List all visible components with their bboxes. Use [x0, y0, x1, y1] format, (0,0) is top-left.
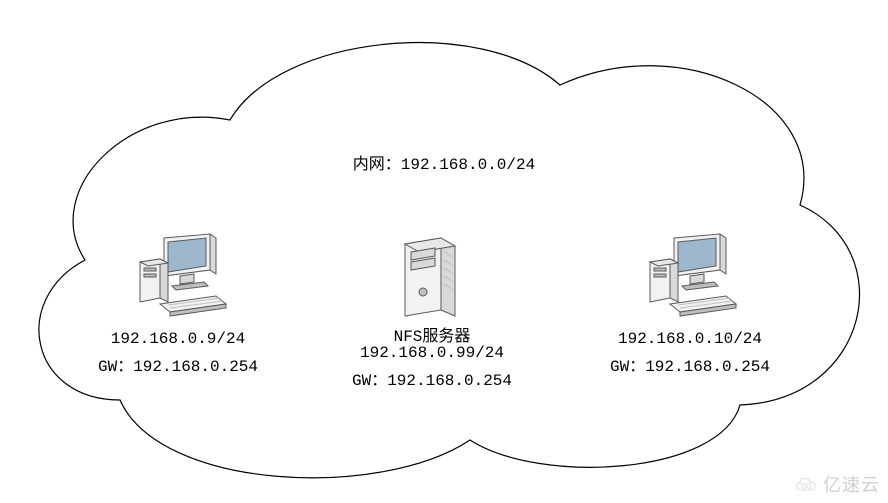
client-right-ip: 192.168.0.10/24 — [618, 330, 762, 348]
server-title: NFS服务器 — [394, 322, 471, 346]
server-gw: GW：192.168.0.254 — [352, 366, 512, 390]
server-ip: 192.168.0.99/24 — [360, 344, 504, 362]
desktop-icon — [130, 232, 230, 327]
cloud-logo-icon — [793, 474, 819, 494]
watermark-text: 亿速云 — [823, 471, 880, 497]
client-right-gw: GW：192.168.0.254 — [610, 352, 770, 376]
server-icon — [395, 230, 465, 325]
network-label: 内网：192.168.0.0/24 — [353, 150, 535, 174]
diagram-stage: 内网：192.168.0.0/24 — [0, 0, 888, 503]
client-left-ip: 192.168.0.9/24 — [111, 330, 245, 348]
desktop-icon — [640, 232, 740, 327]
client-left-gw: GW：192.168.0.254 — [98, 352, 258, 376]
watermark: 亿速云 — [793, 471, 880, 497]
